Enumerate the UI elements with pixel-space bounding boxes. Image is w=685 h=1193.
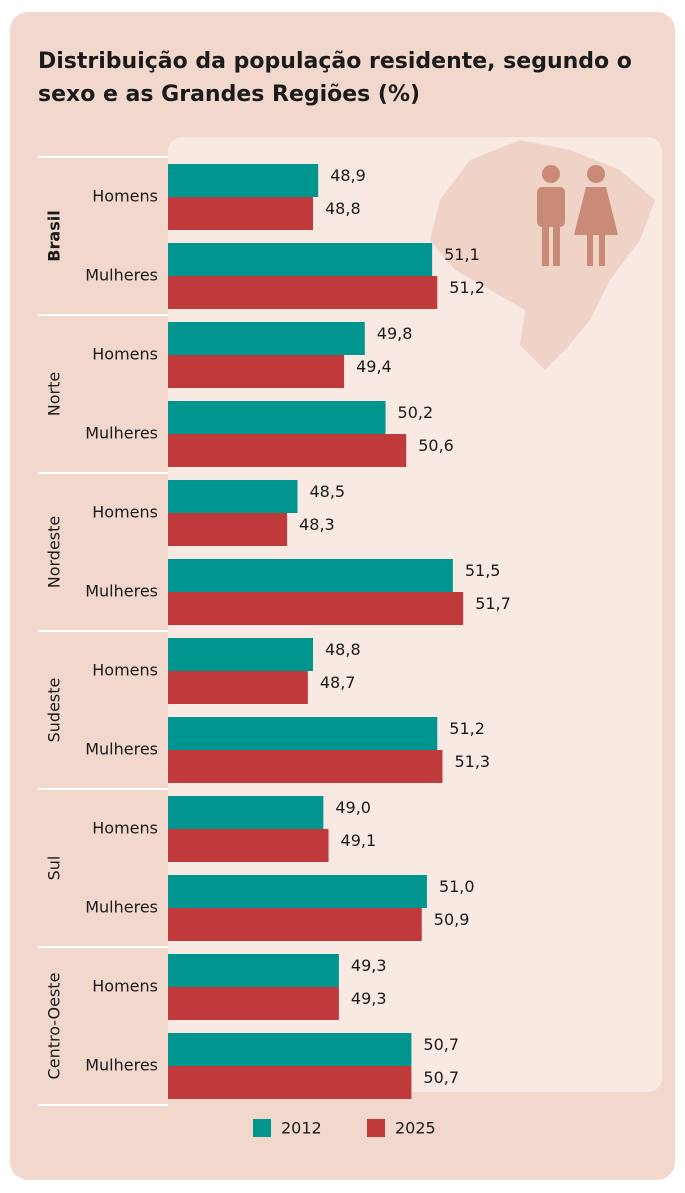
category-label: Mulheres (85, 898, 158, 917)
bar (168, 559, 453, 592)
value-label: 51,2 (449, 719, 485, 738)
category-label: Homens (92, 187, 158, 206)
legend-label: 2025 (395, 1119, 436, 1138)
bar (168, 164, 319, 197)
value-label: 50,7 (423, 1035, 459, 1054)
value-label: 51,1 (444, 245, 480, 264)
category-label: Mulheres (85, 740, 158, 759)
bar (168, 717, 438, 750)
value-label: 49,4 (356, 357, 392, 376)
region-label: Sudeste (45, 678, 64, 743)
category-label: Mulheres (85, 266, 158, 285)
category-label: Homens (92, 661, 158, 680)
bar (168, 796, 324, 829)
value-label: 50,6 (418, 436, 454, 455)
legend-swatch (367, 1119, 385, 1137)
bar (168, 875, 427, 908)
bar (168, 671, 308, 704)
value-label: 51,5 (465, 561, 501, 580)
category-label: Mulheres (85, 582, 158, 601)
value-label: 50,9 (434, 910, 470, 929)
category-label: Mulheres (85, 1056, 158, 1075)
value-label: 49,1 (341, 831, 377, 850)
value-label: 48,5 (309, 482, 345, 501)
value-label: 49,0 (335, 798, 371, 817)
legend-label: 2012 (281, 1119, 322, 1138)
region-label: Sul (45, 856, 64, 881)
bar (168, 908, 422, 941)
value-label: 50,2 (398, 403, 434, 422)
value-label: 50,7 (423, 1068, 459, 1087)
decoration (430, 140, 655, 370)
value-label: 49,3 (351, 956, 387, 975)
bar (168, 1066, 412, 1099)
bar (168, 987, 339, 1020)
bar (168, 197, 314, 230)
category-label: Homens (92, 819, 158, 838)
bar (168, 276, 438, 309)
value-label: 51,0 (439, 877, 475, 896)
bar (168, 750, 443, 783)
value-label: 48,8 (325, 199, 361, 218)
value-label: 48,9 (330, 166, 366, 185)
category-label: Homens (92, 345, 158, 364)
bar (168, 434, 407, 467)
value-label: 48,7 (320, 673, 356, 692)
category-label: Homens (92, 977, 158, 996)
value-label: 49,3 (351, 989, 387, 1008)
bar (168, 592, 464, 625)
chart-title: Distribuição da população residente, seg… (38, 49, 632, 107)
region-label: Nordeste (45, 516, 64, 589)
people-icon (537, 165, 618, 266)
region-label: Brasil (45, 210, 64, 261)
bar (168, 954, 339, 987)
bar (168, 243, 433, 276)
bar (168, 480, 298, 513)
bar (168, 355, 345, 388)
value-label: 48,8 (325, 640, 361, 659)
value-label: 49,8 (377, 324, 413, 343)
category-label: Homens (92, 503, 158, 522)
value-label: 51,3 (454, 752, 490, 771)
region-label: Norte (45, 372, 64, 416)
bar (168, 513, 288, 546)
bar (168, 322, 365, 355)
bar (168, 401, 386, 434)
bar (168, 638, 314, 671)
legend-swatch (253, 1119, 271, 1137)
bar (168, 1033, 412, 1066)
value-label: 51,2 (449, 278, 485, 297)
value-label: 48,3 (299, 515, 335, 534)
bar (168, 829, 329, 862)
region-label: Centro-Oeste (45, 973, 64, 1080)
value-label: 51,7 (475, 594, 511, 613)
category-label: Mulheres (85, 424, 158, 443)
